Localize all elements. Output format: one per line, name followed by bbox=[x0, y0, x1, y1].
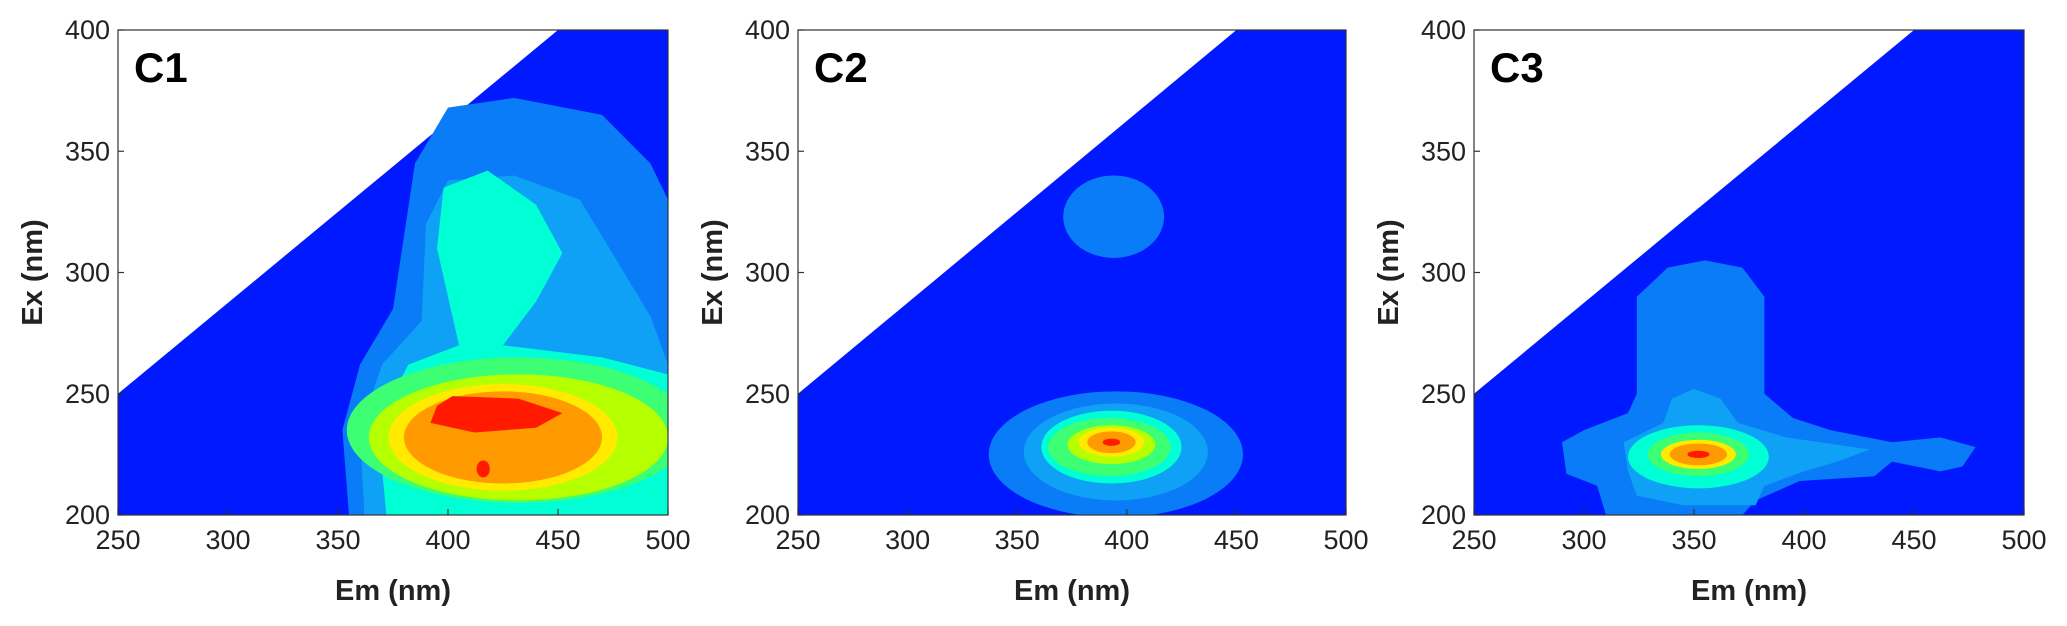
x-tick-label: 350 bbox=[995, 525, 1040, 555]
y-tick-label: 400 bbox=[1421, 15, 1466, 45]
y-tick-label: 200 bbox=[745, 500, 790, 530]
y-tick-label: 400 bbox=[65, 15, 110, 45]
x-tick-label: 250 bbox=[775, 525, 820, 555]
x-axis-label: Em (nm) bbox=[1691, 575, 1807, 607]
contour-level-8 bbox=[1687, 450, 1710, 459]
x-tick-label: 400 bbox=[425, 525, 470, 555]
contour-level-base bbox=[798, 30, 1346, 515]
y-tick-label: 250 bbox=[745, 379, 790, 409]
y-tick-label: 300 bbox=[1421, 258, 1466, 288]
x-tick-label: 300 bbox=[885, 525, 930, 555]
y-tick-label: 200 bbox=[65, 500, 110, 530]
x-tick-label: 350 bbox=[1671, 525, 1716, 555]
y-tick-label: 300 bbox=[745, 258, 790, 288]
x-tick-label: 450 bbox=[1891, 525, 1936, 555]
y-tick-label: 350 bbox=[745, 136, 790, 166]
contour-area bbox=[798, 30, 1346, 515]
y-tick-label: 350 bbox=[1421, 136, 1466, 166]
x-tick-label: 500 bbox=[1323, 525, 1368, 555]
x-tick-label: 500 bbox=[2001, 525, 2046, 555]
x-tick-label: 400 bbox=[1104, 525, 1149, 555]
y-tick-label: 400 bbox=[745, 15, 790, 45]
x-tick-label: 450 bbox=[1214, 525, 1259, 555]
contour-level-base bbox=[1474, 30, 2024, 515]
contour-area bbox=[118, 30, 668, 515]
x-tick-label: 250 bbox=[95, 525, 140, 555]
x-axis-label: Em (nm) bbox=[335, 575, 451, 607]
y-tick-label: 300 bbox=[65, 258, 110, 288]
y-axis-label: Ex (nm) bbox=[697, 219, 729, 325]
x-tick-label: 250 bbox=[1451, 525, 1496, 555]
panel-label: C1 bbox=[134, 44, 188, 91]
panel-label: C2 bbox=[814, 44, 868, 91]
y-tick-label: 250 bbox=[1421, 379, 1466, 409]
x-tick-label: 300 bbox=[1561, 525, 1606, 555]
x-tick-label: 300 bbox=[205, 525, 250, 555]
x-tick-label: 350 bbox=[315, 525, 360, 555]
y-tick-label: 200 bbox=[1421, 500, 1466, 530]
x-tick-label: 400 bbox=[1781, 525, 1826, 555]
x-axis-label: Em (nm) bbox=[1014, 575, 1130, 607]
contour-level-8 bbox=[1102, 438, 1121, 446]
y-tick-label: 350 bbox=[65, 136, 110, 166]
y-axis-label: Ex (nm) bbox=[1373, 219, 1405, 325]
contour-area bbox=[1474, 30, 2024, 515]
x-tick-label: 500 bbox=[645, 525, 690, 555]
contour-level-1 bbox=[1063, 175, 1165, 258]
contour-level-8 bbox=[430, 396, 563, 433]
contour-level-8 bbox=[476, 460, 490, 478]
y-tick-label: 250 bbox=[65, 379, 110, 409]
x-tick-label: 450 bbox=[535, 525, 580, 555]
y-axis-label: Ex (nm) bbox=[17, 219, 49, 325]
panel-label: C3 bbox=[1490, 44, 1544, 91]
